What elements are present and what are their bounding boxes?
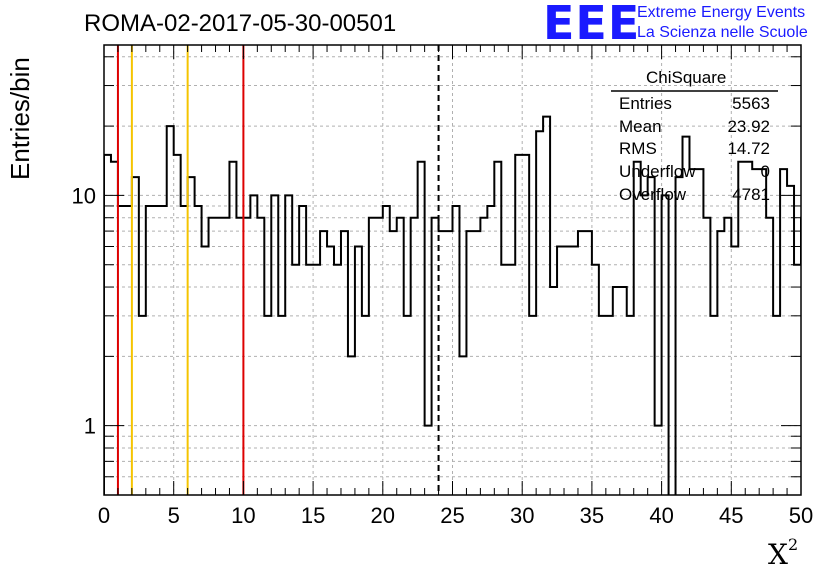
histogram-series [104, 115, 801, 495]
stat-value-entries: 5563 [732, 94, 770, 113]
stat-value-rms: 14.72 [727, 139, 770, 158]
x-tick-label: 50 [789, 503, 813, 528]
x-axis-label: X2 [768, 534, 799, 571]
x-tick-label: 15 [301, 503, 325, 528]
y-axis-label: Entries/bin [5, 57, 35, 180]
eee-logo: EEE [543, 0, 641, 50]
x-tick-label: 20 [371, 503, 395, 528]
x-tick-label: 10 [231, 503, 255, 528]
stat-value-overflow: 4781 [732, 185, 770, 204]
stat-value-underflow: 0 [760, 162, 770, 181]
x-tick-label: 45 [719, 503, 743, 528]
x-tick-label: 35 [580, 503, 604, 528]
x-tick-label: 5 [168, 503, 180, 528]
logo-line-1: Extreme Energy Events [637, 4, 806, 21]
stat-label-underflow: Underflow [619, 162, 696, 181]
y-tick-label: 10 [72, 183, 96, 208]
x-tick-label: 40 [649, 503, 673, 528]
stat-label-overflow: Overflow [619, 185, 687, 204]
stat-value-mean: 23.92 [727, 117, 770, 136]
x-tick-label: 0 [98, 503, 110, 528]
stat-label-mean: Mean [619, 117, 662, 136]
chart-title: ROMA-02-2017-05-30-00501 [84, 10, 397, 37]
y-tick-label: 1 [84, 414, 96, 439]
x-tick-label: 30 [510, 503, 534, 528]
stat-label-rms: RMS [619, 139, 657, 158]
logo-line-2: La Scienza nelle Scuole [637, 24, 808, 41]
stat-label-entries: Entries [619, 94, 672, 113]
stats-box-title: ChiSquare [646, 68, 727, 87]
x-tick-label: 25 [440, 503, 464, 528]
